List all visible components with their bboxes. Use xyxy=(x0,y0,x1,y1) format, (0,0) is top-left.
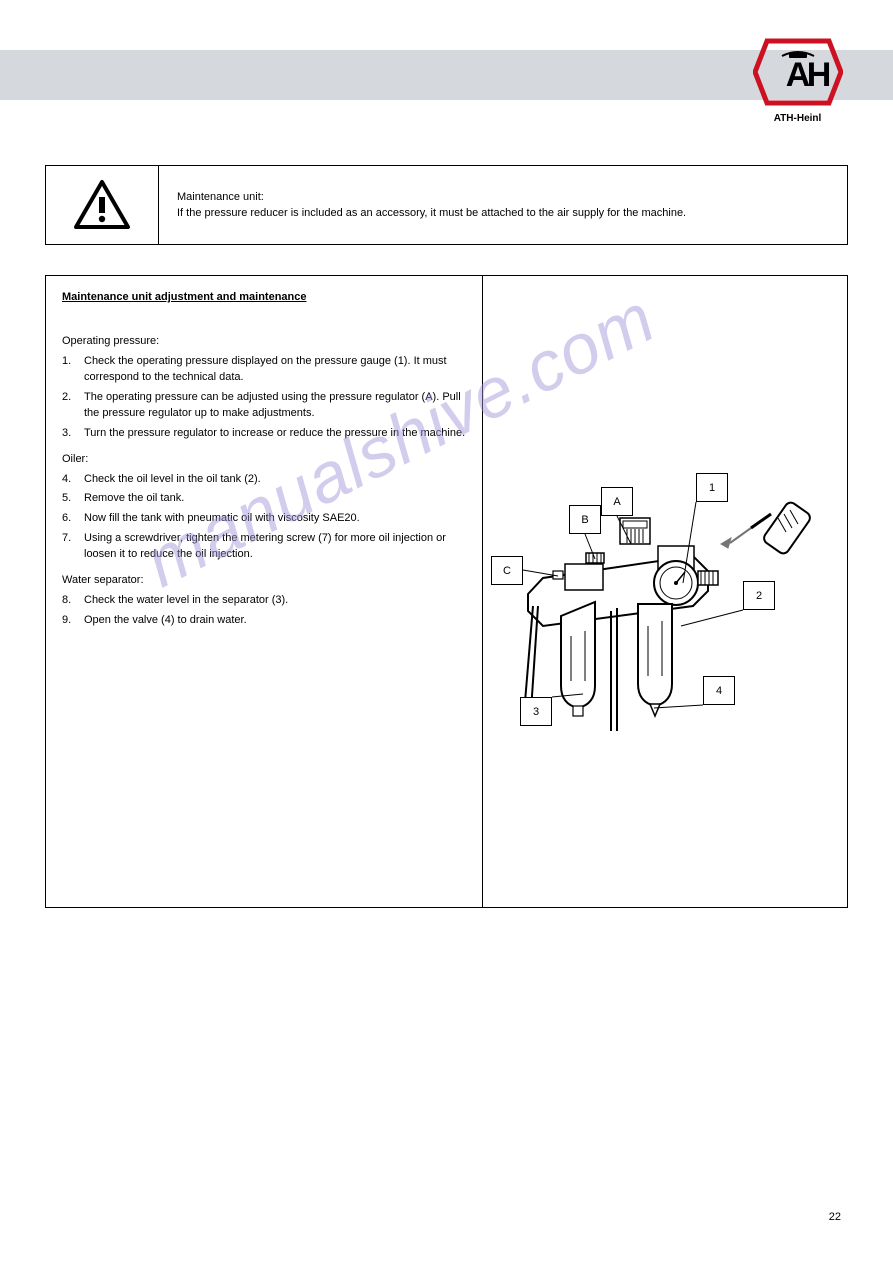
oiler-items: 4.Check the oil level in the oil tank (2… xyxy=(62,472,466,564)
page-number: 22 xyxy=(829,1211,841,1223)
item-text: Check the water level in the separator (… xyxy=(84,593,466,609)
maintenance-title: Maintenance unit adjustment and maintena… xyxy=(62,290,466,306)
operating-pressure-items: 1.Check the operating pressure displayed… xyxy=(62,354,466,442)
svg-text:H: H xyxy=(806,56,831,94)
item-text: The operating pressure can be adjusted u… xyxy=(84,390,466,422)
brand-logo: A H ATH-Heinl xyxy=(750,38,845,123)
list-item: 3.Turn the pressure regulator to increas… xyxy=(62,426,466,442)
maintenance-diagram-panel: AB 1 2 3 4 C xyxy=(483,276,847,907)
water-separator-label: Water separator: xyxy=(62,573,466,589)
warning-icon xyxy=(73,179,131,231)
caution-icon-cell xyxy=(46,166,159,244)
item-number: 7. xyxy=(62,531,84,563)
item-text: Using a screwdriver, tighten the meterin… xyxy=(84,531,466,563)
callout-b: B xyxy=(569,505,601,534)
item-text: Now fill the tank with pneumatic oil wit… xyxy=(84,511,466,527)
oiler-label: Oiler: xyxy=(62,452,466,468)
item-text: Turn the pressure regulator to increase … xyxy=(84,426,466,442)
item-number: 5. xyxy=(62,491,84,507)
item-text: Check the oil level in the oil tank (2). xyxy=(84,472,466,488)
item-number: 4. xyxy=(62,472,84,488)
diagram-container: AB 1 2 3 4 C xyxy=(483,476,848,746)
item-text: Check the operating pressure displayed o… xyxy=(84,354,466,386)
callout-c: C xyxy=(491,556,523,585)
list-item: 1.Check the operating pressure displayed… xyxy=(62,354,466,386)
item-number: 9. xyxy=(62,613,84,629)
item-number: 2. xyxy=(62,390,84,422)
brand-name: ATH-Heinl xyxy=(750,113,845,124)
item-number: 8. xyxy=(62,593,84,609)
callout-a: A xyxy=(601,487,633,516)
operating-pressure-label: Operating pressure: xyxy=(62,334,466,350)
list-item: 8.Check the water level in the separator… xyxy=(62,593,466,609)
caution-box: Maintenance unit: If the pressure reduce… xyxy=(45,165,848,245)
list-item: 7.Using a screwdriver, tighten the meter… xyxy=(62,531,466,563)
item-number: 1. xyxy=(62,354,84,386)
list-item: 5.Remove the oil tank. xyxy=(62,491,466,507)
item-text: Open the valve (4) to drain water. xyxy=(84,613,466,629)
item-number: 3. xyxy=(62,426,84,442)
maintenance-box: Maintenance unit adjustment and maintena… xyxy=(45,275,848,908)
list-item: 2.The operating pressure can be adjusted… xyxy=(62,390,466,422)
item-text: Remove the oil tank. xyxy=(84,491,466,507)
water-separator-items: 8.Check the water level in the separator… xyxy=(62,593,466,629)
item-number: 6. xyxy=(62,511,84,527)
callout-1: 1 xyxy=(696,473,728,502)
maintenance-instructions: Maintenance unit adjustment and maintena… xyxy=(46,276,483,907)
list-item: 4.Check the oil level in the oil tank (2… xyxy=(62,472,466,488)
callout-4: 4 xyxy=(703,676,735,705)
callout-3: 3 xyxy=(520,697,552,726)
list-item: 9.Open the valve (4) to drain water. xyxy=(62,613,466,629)
caution-text: Maintenance unit: If the pressure reduce… xyxy=(159,166,847,244)
list-item: 6.Now fill the tank with pneumatic oil w… xyxy=(62,511,466,527)
callout-2: 2 xyxy=(743,581,775,610)
